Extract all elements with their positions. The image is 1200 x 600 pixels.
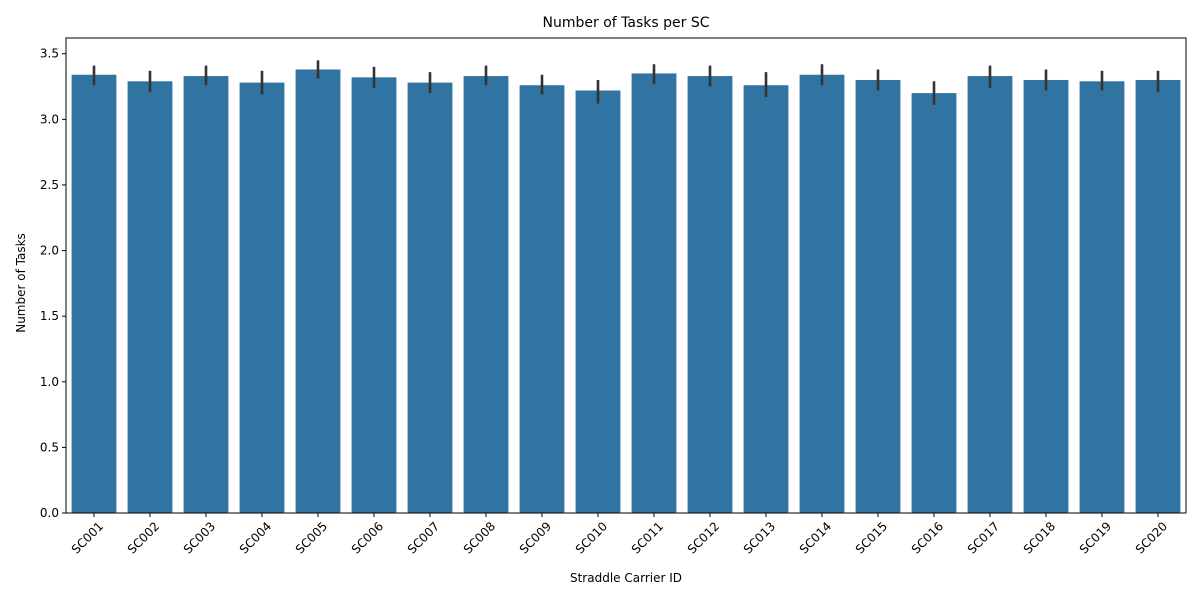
bar-SC002 (127, 81, 173, 514)
x-tick-label: SC015 (853, 519, 890, 556)
x-tick-label: SC001 (69, 519, 106, 556)
x-tick-label: SC018 (1021, 519, 1058, 556)
bar-SC012 (687, 76, 733, 513)
x-tick-label: SC019 (1077, 519, 1114, 556)
y-tick-label: 2.0 (40, 244, 59, 258)
x-tick-label: SC005 (293, 519, 330, 556)
bar-SC017 (967, 76, 1013, 513)
x-tick-label: SC002 (125, 519, 162, 556)
bar-SC005 (295, 69, 341, 514)
y-tick-label: 3.0 (40, 112, 59, 126)
x-tick-label: SC020 (1133, 519, 1170, 556)
y-tick-label: 3.5 (40, 47, 59, 61)
y-tick-label: 0.5 (40, 440, 59, 454)
bar-SC001 (71, 74, 117, 514)
plot-frame (65, 37, 1187, 514)
bar-SC010 (575, 90, 621, 513)
y-tick-label: 2.5 (40, 178, 59, 192)
y-tick-label: 0.0 (40, 506, 59, 520)
bar-SC020 (1135, 79, 1181, 513)
x-tick-label: SC003 (181, 519, 218, 556)
x-tick-label: SC008 (461, 519, 498, 556)
bars-group (71, 69, 1181, 514)
x-tick-label: SC004 (237, 519, 274, 556)
bar-SC011 (631, 73, 677, 514)
bar-SC013 (743, 85, 789, 513)
x-tick-label: SC017 (965, 519, 1002, 556)
bar-SC007 (407, 82, 453, 514)
bar-SC003 (183, 76, 229, 513)
chart-title: Number of Tasks per SC (543, 15, 710, 31)
bar-SC015 (855, 79, 901, 513)
x-axis-label: Straddle Carrier ID (570, 571, 682, 585)
error-bars-group (92, 60, 1160, 105)
x-tick-label: SC006 (349, 519, 386, 556)
bar-SC009 (519, 85, 565, 513)
x-axis: SC001 SC002 SC003 SC004 SC005 SC006 SC007 SC008… (69, 513, 1170, 557)
bar-SC014 (799, 74, 845, 514)
y-axis-label: Number of Tasks (14, 233, 28, 333)
x-tick-label: SC013 (741, 519, 778, 556)
x-tick-label: SC010 (573, 519, 610, 556)
x-tick-label: SC014 (797, 519, 834, 556)
x-tick-label: SC009 (517, 519, 554, 556)
y-tick-label: 1.5 (40, 309, 59, 323)
x-tick-label: SC011 (629, 519, 666, 556)
bar-SC019 (1079, 81, 1125, 514)
bar-SC004 (239, 82, 285, 514)
y-axis: 0.0 0.5 1.0 1.5 2.0 2.5 3.0 3.5 (40, 47, 66, 520)
x-tick-label: SC012 (685, 519, 722, 556)
bar-SC008 (463, 76, 509, 513)
y-tick-label: 1.0 (40, 375, 59, 389)
bar-SC016 (911, 93, 957, 513)
bar-SC018 (1023, 79, 1069, 513)
x-tick-label: SC007 (405, 519, 442, 556)
bar-SC006 (351, 77, 397, 514)
x-tick-label: SC016 (909, 519, 946, 556)
